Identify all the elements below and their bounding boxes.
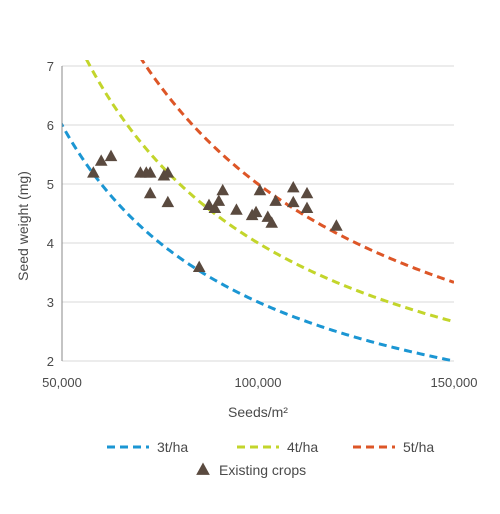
data-point (192, 260, 206, 272)
data-point (253, 183, 267, 196)
data-point (230, 203, 243, 215)
y-tick-label: 3 (47, 295, 54, 310)
data-point (300, 201, 314, 213)
data-point (300, 186, 314, 199)
data-point (286, 195, 300, 208)
y-axis-label: Seed weight (mg) (15, 171, 31, 281)
data-points (87, 149, 343, 272)
y-tick-label: 7 (47, 59, 54, 74)
data-point (265, 216, 279, 228)
curve-3tha (62, 121, 454, 363)
y-tick-label: 6 (47, 118, 54, 133)
x-tick-labels: 50,000 100,000 150,000 (42, 375, 477, 390)
curve-5tha (140, 60, 454, 284)
legend-label: 5t/ha (403, 439, 434, 455)
data-point (216, 183, 230, 196)
y-tick-label: 4 (47, 236, 54, 251)
data-point (269, 194, 282, 206)
x-tick-label: 150,000 (431, 375, 478, 390)
legend: 3t/ha 4t/ha 5t/ha Existing crops (107, 439, 434, 478)
data-point (161, 195, 175, 208)
data-point (212, 194, 226, 206)
yield-curves (62, 60, 454, 363)
data-point (330, 219, 343, 231)
data-point (143, 186, 157, 199)
data-point (249, 205, 263, 218)
data-point (94, 154, 108, 166)
data-point (104, 149, 118, 162)
data-point (87, 166, 100, 178)
x-axis-label: Seeds/m² (228, 404, 288, 420)
data-point (161, 166, 175, 178)
x-tick-label: 50,000 (42, 375, 82, 390)
data-point (208, 201, 222, 213)
x-tick-label: 100,000 (235, 375, 282, 390)
legend-label: Existing crops (219, 462, 306, 478)
data-point (143, 166, 157, 178)
y-tick-label: 2 (47, 354, 54, 369)
y-tick-labels: 2 3 4 5 6 7 (47, 59, 54, 369)
legend-swatch (196, 462, 210, 475)
legend-label: 3t/ha (157, 439, 188, 455)
data-point (286, 180, 300, 193)
y-tick-label: 5 (47, 177, 54, 192)
legend-label: 4t/ha (287, 439, 318, 455)
curve-4tha (85, 60, 454, 324)
